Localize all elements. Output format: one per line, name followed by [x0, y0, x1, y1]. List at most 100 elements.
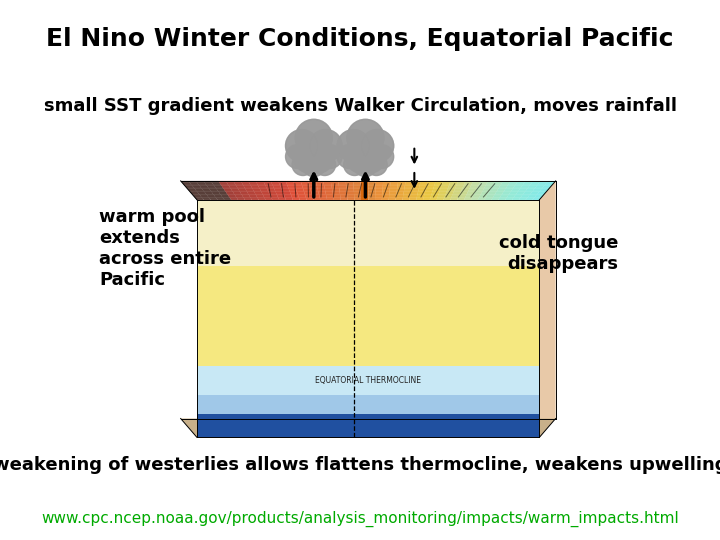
- Polygon shape: [305, 194, 312, 195]
- Polygon shape: [472, 181, 480, 183]
- Polygon shape: [438, 195, 445, 196]
- Polygon shape: [243, 197, 251, 198]
- Polygon shape: [347, 192, 354, 193]
- Polygon shape: [390, 188, 397, 189]
- Polygon shape: [420, 184, 428, 185]
- Polygon shape: [418, 193, 425, 194]
- Polygon shape: [451, 197, 459, 198]
- Polygon shape: [397, 184, 405, 185]
- Polygon shape: [224, 199, 231, 200]
- Polygon shape: [253, 191, 261, 192]
- Polygon shape: [487, 194, 495, 195]
- Polygon shape: [298, 196, 305, 197]
- Polygon shape: [441, 188, 448, 189]
- Polygon shape: [464, 199, 472, 200]
- Polygon shape: [200, 195, 207, 196]
- Polygon shape: [441, 185, 449, 186]
- Polygon shape: [207, 194, 214, 195]
- Polygon shape: [233, 192, 240, 193]
- Polygon shape: [305, 197, 312, 198]
- Polygon shape: [418, 192, 425, 193]
- Polygon shape: [340, 192, 347, 193]
- Polygon shape: [294, 183, 302, 184]
- Polygon shape: [397, 188, 405, 189]
- Polygon shape: [327, 199, 334, 200]
- Polygon shape: [341, 197, 347, 198]
- Polygon shape: [258, 185, 266, 186]
- Polygon shape: [333, 191, 340, 192]
- Polygon shape: [479, 183, 487, 184]
- Polygon shape: [282, 189, 289, 190]
- Polygon shape: [289, 189, 297, 190]
- Polygon shape: [424, 196, 431, 197]
- Polygon shape: [340, 193, 347, 194]
- Polygon shape: [521, 186, 529, 187]
- Circle shape: [314, 154, 336, 176]
- Polygon shape: [477, 187, 485, 188]
- Polygon shape: [368, 184, 376, 185]
- Polygon shape: [260, 189, 268, 190]
- Polygon shape: [472, 196, 480, 197]
- Polygon shape: [238, 199, 245, 200]
- Polygon shape: [375, 196, 382, 197]
- Polygon shape: [339, 187, 346, 188]
- Polygon shape: [292, 199, 300, 200]
- Polygon shape: [332, 190, 340, 191]
- Polygon shape: [277, 196, 284, 197]
- Circle shape: [286, 145, 310, 168]
- Polygon shape: [423, 199, 430, 200]
- Polygon shape: [524, 192, 531, 193]
- Polygon shape: [289, 190, 297, 191]
- Polygon shape: [198, 184, 206, 185]
- Text: weakening of westerlies allows flattens thermocline, weakens upwelling: weakening of westerlies allows flattens …: [0, 456, 720, 474]
- Polygon shape: [383, 186, 390, 187]
- Polygon shape: [466, 195, 473, 196]
- Polygon shape: [230, 198, 238, 199]
- Polygon shape: [310, 188, 318, 189]
- Polygon shape: [491, 188, 498, 189]
- Polygon shape: [368, 187, 375, 188]
- Polygon shape: [229, 185, 236, 186]
- Polygon shape: [440, 189, 448, 190]
- Polygon shape: [302, 186, 310, 187]
- Polygon shape: [313, 199, 320, 200]
- Polygon shape: [534, 189, 541, 190]
- Polygon shape: [382, 190, 390, 191]
- Circle shape: [347, 119, 384, 156]
- Polygon shape: [472, 198, 479, 199]
- Polygon shape: [452, 195, 459, 196]
- Polygon shape: [265, 184, 272, 185]
- Polygon shape: [261, 191, 269, 192]
- Polygon shape: [346, 187, 354, 188]
- Polygon shape: [361, 190, 368, 191]
- Polygon shape: [478, 185, 486, 186]
- Polygon shape: [317, 186, 325, 187]
- Polygon shape: [390, 187, 397, 188]
- Polygon shape: [361, 194, 368, 195]
- Polygon shape: [308, 181, 316, 183]
- Circle shape: [354, 153, 377, 177]
- Polygon shape: [200, 186, 208, 187]
- Polygon shape: [443, 181, 451, 183]
- Polygon shape: [501, 184, 508, 185]
- Polygon shape: [333, 196, 341, 197]
- Polygon shape: [220, 193, 227, 194]
- Circle shape: [318, 145, 342, 168]
- Polygon shape: [269, 192, 276, 193]
- Polygon shape: [398, 181, 405, 183]
- Polygon shape: [368, 181, 376, 183]
- Polygon shape: [541, 188, 549, 189]
- Polygon shape: [207, 185, 215, 186]
- Text: EQUATORIAL THERMOCLINE: EQUATORIAL THERMOCLINE: [315, 376, 421, 385]
- Polygon shape: [420, 183, 428, 184]
- Polygon shape: [361, 189, 368, 190]
- Polygon shape: [449, 185, 456, 186]
- Polygon shape: [270, 195, 277, 196]
- Polygon shape: [304, 191, 311, 192]
- Polygon shape: [489, 192, 496, 193]
- Polygon shape: [215, 197, 222, 198]
- Polygon shape: [316, 181, 323, 183]
- Polygon shape: [368, 186, 375, 187]
- Polygon shape: [246, 191, 254, 192]
- Polygon shape: [272, 184, 279, 185]
